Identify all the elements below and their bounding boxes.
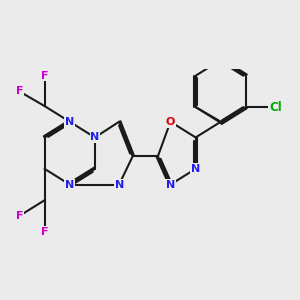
Text: N: N: [166, 179, 175, 190]
Text: F: F: [16, 211, 23, 221]
Text: F: F: [16, 86, 23, 96]
Text: N: N: [65, 117, 74, 127]
Text: N: N: [115, 179, 124, 190]
Text: F: F: [41, 226, 48, 237]
Text: O: O: [166, 117, 175, 127]
Text: N: N: [65, 179, 74, 190]
Text: F: F: [41, 71, 48, 81]
Text: N: N: [191, 164, 200, 174]
Text: N: N: [90, 132, 100, 142]
Text: Cl: Cl: [269, 100, 282, 114]
